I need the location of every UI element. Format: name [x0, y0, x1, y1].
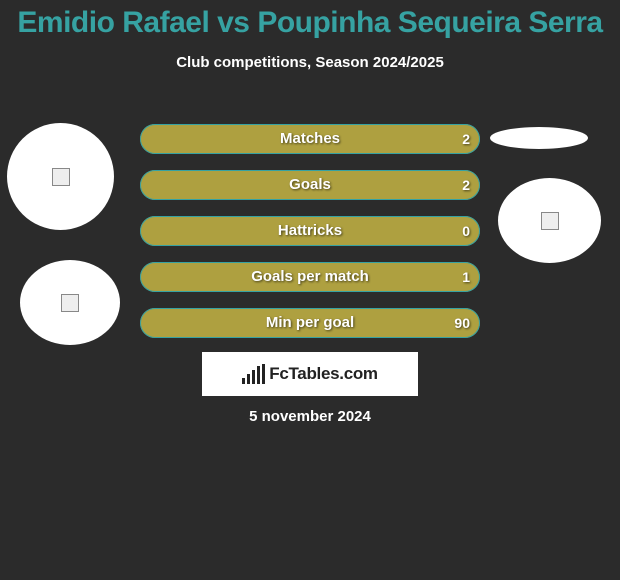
stat-label: Matches: [140, 124, 480, 154]
player-left-avatar-2: [20, 260, 120, 345]
comparison-subtitle: Club competitions, Season 2024/2025: [0, 54, 620, 71]
image-placeholder-icon: [52, 168, 70, 186]
stat-value-right: 2: [462, 170, 470, 200]
stat-row: Min per goal90: [140, 308, 480, 338]
stats-container: Matches2Goals2Hattricks0Goals per match1…: [140, 124, 480, 354]
stat-row: Goals2: [140, 170, 480, 200]
stat-value-right: 90: [454, 308, 470, 338]
stat-row: Hattricks0: [140, 216, 480, 246]
stat-label: Min per goal: [140, 308, 480, 338]
image-placeholder-icon: [541, 212, 559, 230]
player-left-avatar-1: [7, 123, 114, 230]
comparison-title: Emidio Rafael vs Poupinha Sequeira Serra: [0, 0, 620, 40]
snapshot-date: 5 november 2024: [0, 408, 620, 425]
watermark-text: FcTables.com: [269, 364, 378, 384]
stat-row: Matches2: [140, 124, 480, 154]
stat-value-right: 2: [462, 124, 470, 154]
stat-value-right: 0: [462, 216, 470, 246]
stat-row: Goals per match1: [140, 262, 480, 292]
player-right-avatar-1: [498, 178, 601, 263]
watermark: FcTables.com: [202, 352, 418, 396]
stat-label: Hattricks: [140, 216, 480, 246]
image-placeholder-icon: [61, 294, 79, 312]
stat-label: Goals per match: [140, 262, 480, 292]
stat-label: Goals: [140, 170, 480, 200]
stat-value-right: 1: [462, 262, 470, 292]
player-right-badge: [490, 127, 588, 149]
chart-icon: [242, 364, 265, 384]
